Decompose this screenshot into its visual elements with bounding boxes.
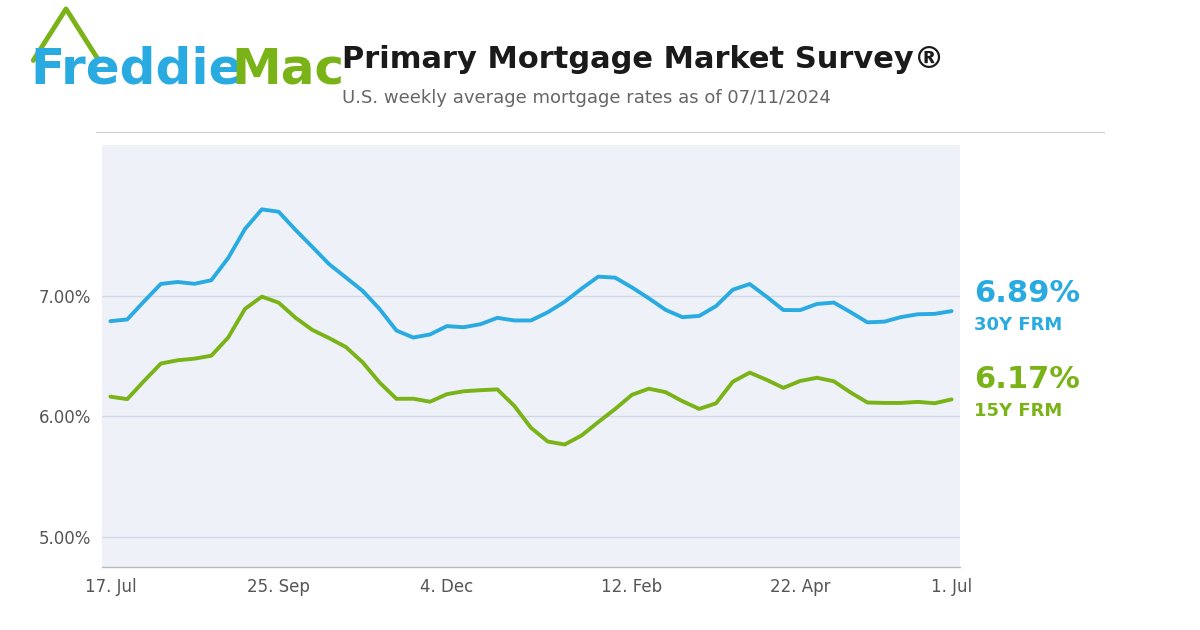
Text: Freddie: Freddie: [30, 45, 242, 93]
Text: Primary Mortgage Market Survey®: Primary Mortgage Market Survey®: [342, 45, 944, 74]
Text: 30Y FRM: 30Y FRM: [974, 316, 1063, 334]
Text: U.S. weekly average mortgage rates as of 07/11/2024: U.S. weekly average mortgage rates as of…: [342, 89, 830, 106]
Text: Mac: Mac: [232, 45, 344, 93]
Text: 6.89%: 6.89%: [974, 278, 1080, 307]
Text: 6.17%: 6.17%: [974, 365, 1080, 394]
Text: 15Y FRM: 15Y FRM: [974, 403, 1063, 420]
